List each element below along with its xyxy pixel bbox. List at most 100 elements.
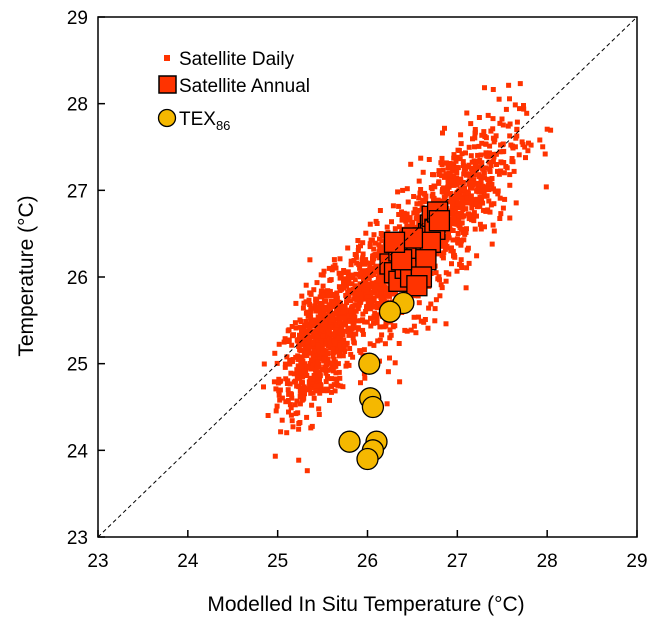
- satellite-daily-point: [397, 379, 403, 385]
- satellite-daily-point: [304, 373, 310, 378]
- y-tick-label: 28: [67, 95, 88, 116]
- legend: Satellite Daily Satellite Annual TEX86: [157, 49, 310, 133]
- satellite-daily-point: [451, 221, 457, 227]
- satellite-daily-point: [503, 164, 509, 169]
- satellite-daily-point: [428, 301, 434, 307]
- satellite-daily-point: [449, 245, 454, 251]
- satellite-daily-point: [522, 144, 528, 150]
- satellite-daily-point: [272, 453, 278, 459]
- satellite-daily-point: [290, 424, 296, 430]
- satellite-daily-point: [376, 270, 382, 276]
- satellite-daily-point: [289, 418, 295, 424]
- satellite-daily-point: [360, 240, 366, 246]
- satellite-daily-point: [453, 158, 459, 164]
- satellite-daily-point: [319, 387, 325, 393]
- satellite-daily-point: [468, 193, 474, 199]
- satellite-daily-point: [460, 180, 466, 186]
- satellite-daily-point: [364, 319, 370, 325]
- satellite-daily-point: [362, 375, 368, 381]
- satellite-daily-point: [379, 238, 385, 244]
- satellite-daily-point: [334, 322, 340, 328]
- satellite-daily-point: [304, 310, 310, 316]
- satellite-daily-point: [447, 172, 453, 178]
- satellite-daily-point: [357, 265, 363, 271]
- satellite-daily-point: [463, 230, 469, 235]
- satellite-daily-point: [315, 342, 321, 348]
- satellite-daily-point: [330, 353, 336, 359]
- satellite-daily-point: [348, 308, 354, 314]
- satellite-daily-point: [358, 274, 363, 280]
- satellite-daily-point: [490, 159, 496, 165]
- satellite-daily-point: [309, 350, 315, 356]
- satellite-daily-point: [312, 366, 318, 372]
- satellite-daily-point: [297, 393, 303, 399]
- satellite-daily-point: [314, 363, 320, 369]
- satellite-daily-point: [464, 172, 469, 178]
- satellite-daily-point: [357, 262, 363, 267]
- satellite-daily-point: [293, 378, 298, 384]
- satellite-daily-point: [476, 189, 482, 195]
- satellite-daily-point: [472, 129, 478, 135]
- satellite-daily-point: [401, 210, 407, 216]
- satellite-daily-point: [353, 271, 359, 277]
- satellite-daily-point: [313, 296, 319, 302]
- satellite-daily-point: [323, 293, 329, 299]
- satellite-daily-point: [328, 323, 334, 328]
- satellite-daily-point: [479, 132, 485, 138]
- satellite-daily-point: [286, 409, 291, 415]
- satellite-daily-point: [346, 280, 352, 286]
- satellite-daily-point: [320, 283, 326, 289]
- satellite-daily-point: [472, 135, 478, 141]
- satellite-daily-point: [477, 221, 483, 227]
- satellite-daily-point: [326, 265, 332, 271]
- satellite-daily-point: [316, 317, 322, 323]
- satellite-daily-point: [396, 203, 402, 209]
- satellite-daily-point: [500, 122, 506, 128]
- satellite-daily-point: [333, 370, 339, 376]
- satellite-daily-point: [342, 349, 348, 354]
- satellite-daily-point: [507, 182, 513, 188]
- satellite-daily-point: [332, 359, 338, 365]
- satellite-daily-point: [418, 155, 424, 161]
- satellite-daily-point: [497, 216, 503, 221]
- satellite-daily-point: [336, 284, 342, 290]
- satellite-daily-point: [370, 265, 376, 271]
- satellite-daily-point: [479, 140, 485, 146]
- satellite-daily-point: [371, 256, 377, 262]
- satellite-daily-point: [524, 110, 530, 116]
- satellite-daily-point: [466, 211, 472, 217]
- satellite-daily-point: [403, 218, 409, 224]
- satellite-daily-point: [431, 183, 437, 189]
- satellite-daily-point: [445, 164, 451, 170]
- satellite-daily-point: [327, 309, 333, 315]
- satellite-daily-point: [404, 328, 410, 334]
- satellite-daily-point: [329, 298, 334, 304]
- satellite-daily-point: [343, 363, 349, 369]
- satellite-daily-point: [483, 150, 489, 156]
- satellite-daily-point: [469, 166, 475, 171]
- satellite-daily-point: [276, 388, 282, 394]
- satellite-daily-point: [327, 343, 333, 349]
- satellite-daily-point: [382, 293, 388, 299]
- satellite-daily-point: [358, 380, 363, 386]
- satellite-daily-point: [356, 298, 362, 304]
- satellite-daily-point: [471, 210, 477, 216]
- satellite-daily-point: [481, 129, 487, 135]
- satellite-daily-point: [368, 237, 374, 243]
- satellite-daily-point: [307, 290, 313, 296]
- satellite-daily-point: [451, 173, 457, 179]
- satellite-daily-point: [304, 353, 310, 358]
- satellite-daily-point: [261, 361, 267, 367]
- satellite-daily-point: [503, 106, 509, 112]
- satellite-daily-point: [390, 203, 396, 209]
- satellite-daily-point: [271, 379, 277, 385]
- satellite-daily-point: [348, 258, 354, 264]
- satellite-daily-point: [440, 255, 446, 261]
- satellite-daily-point: [327, 303, 333, 309]
- satellite-daily-point: [471, 214, 477, 220]
- satellite-daily-point: [296, 369, 302, 375]
- satellite-daily-point: [441, 189, 447, 195]
- satellite-daily-point: [514, 127, 520, 133]
- satellite-daily-point: [387, 293, 392, 299]
- satellite-daily-point: [318, 288, 324, 294]
